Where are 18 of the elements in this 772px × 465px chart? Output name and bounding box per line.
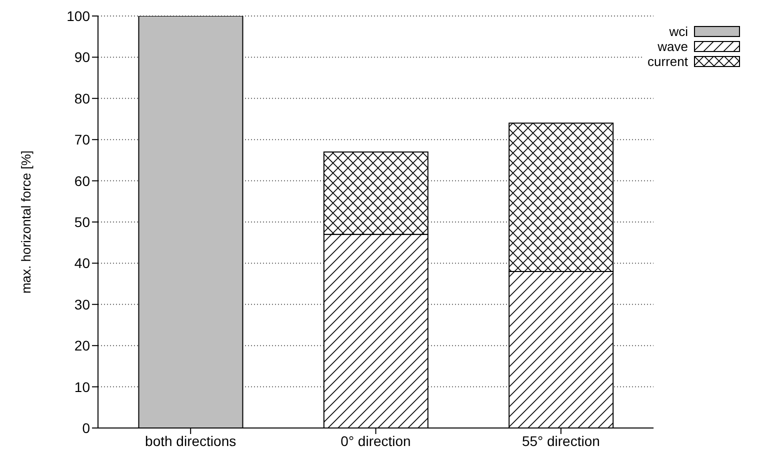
y-tick-label: 20	[74, 338, 90, 354]
y-tick-label: 0	[82, 420, 90, 436]
y-tick-label: 40	[74, 255, 90, 272]
y-axis-title: max. horizontal force [%]	[18, 150, 34, 294]
y-tick-label: 90	[74, 49, 90, 66]
legend-label: wave	[658, 39, 688, 54]
y-tick-label: 70	[74, 132, 90, 148]
y-tick-label: 10	[74, 378, 90, 395]
legend-label: wci	[669, 24, 688, 39]
x-tick-label: both directions	[145, 432, 236, 449]
y-tick-label: 50	[74, 214, 90, 230]
y-tick-label: 60	[74, 172, 90, 189]
y-tick-label: 80	[74, 90, 90, 106]
y-tick-label: 100	[66, 8, 90, 24]
x-tick-label: 55° direction	[522, 432, 600, 449]
y-tick-label: 30	[74, 296, 90, 312]
legend-label: current	[648, 54, 688, 69]
x-tick-label: 0° direction	[340, 432, 411, 449]
